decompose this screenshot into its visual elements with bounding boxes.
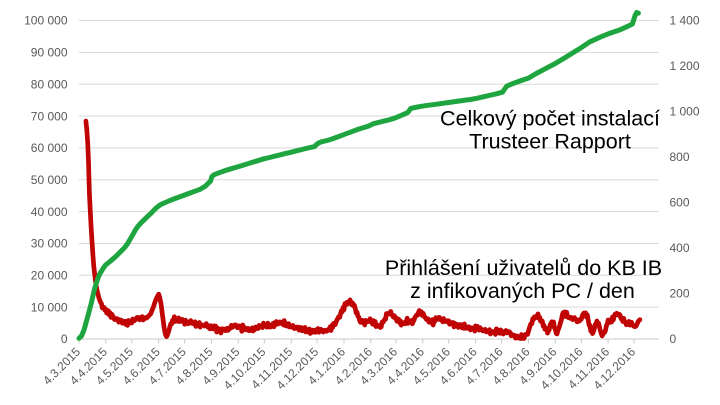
svg-text:z infikovaných PC / den: z infikovaných PC / den [410,279,635,303]
svg-text:Trusteer Rapport: Trusteer Rapport [469,130,631,154]
svg-text:20 000: 20 000 [31,269,68,283]
svg-text:1 400: 1 400 [670,14,700,28]
svg-text:80 000: 80 000 [31,77,68,91]
svg-text:Přihlášení uživatelů do KB IB: Přihlášení uživatelů do KB IB [385,256,662,280]
svg-text:1 200: 1 200 [670,59,700,73]
svg-text:0: 0 [670,332,677,346]
svg-text:10 000: 10 000 [31,300,68,314]
svg-text:100 000: 100 000 [24,14,68,28]
svg-text:200: 200 [670,287,690,301]
svg-text:50 000: 50 000 [31,173,68,187]
svg-text:70 000: 70 000 [31,109,68,123]
svg-text:800: 800 [670,150,690,164]
svg-text:600: 600 [670,196,690,210]
svg-text:0: 0 [61,332,68,346]
svg-text:40 000: 40 000 [31,205,68,219]
svg-text:90 000: 90 000 [31,46,68,60]
svg-text:30 000: 30 000 [31,237,68,251]
svg-text:60 000: 60 000 [31,141,68,155]
svg-text:Celkový počet instalací: Celkový počet instalací [440,107,660,131]
svg-text:400: 400 [670,241,690,255]
svg-text:1 000: 1 000 [670,105,700,119]
